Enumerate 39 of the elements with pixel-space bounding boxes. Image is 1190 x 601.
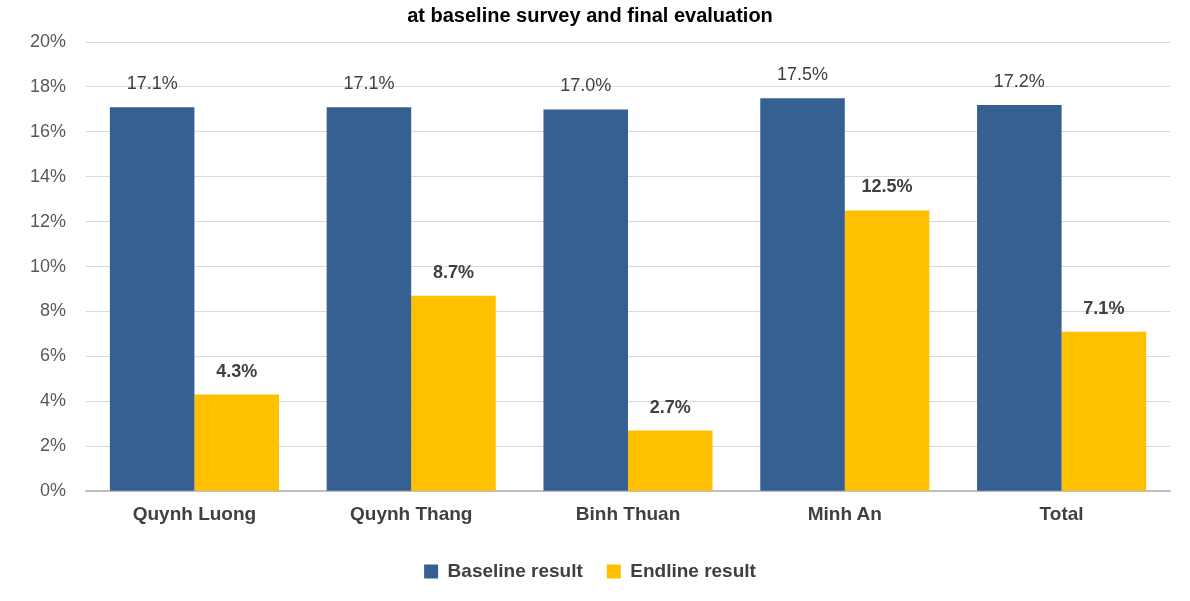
data-label: 2.7% [649, 396, 691, 417]
data-label: 12.5% [861, 176, 913, 197]
bar [326, 107, 412, 491]
data-label: 7.1% [1083, 297, 1125, 318]
chart-title: at baseline survey and final evaluation [407, 3, 773, 26]
bar [1061, 331, 1147, 491]
x-tick-label: Quynh Thang [350, 502, 473, 524]
y-tick-label: 12% [30, 210, 67, 231]
y-tick-label: 6% [40, 345, 67, 366]
x-tick-label: Minh An [807, 502, 882, 524]
x-tick-label: Binh Thuan [575, 502, 681, 524]
data-label: 17.5% [777, 64, 829, 85]
bar [977, 104, 1062, 491]
data-label: 17.0% [560, 75, 612, 96]
bar [628, 430, 713, 491]
y-tick-label: 14% [30, 165, 67, 186]
y-tick-label: 4% [40, 390, 67, 411]
y-tick-label: 18% [30, 75, 67, 96]
bar [109, 107, 195, 491]
y-tick-label: 8% [40, 300, 67, 321]
data-label: 17.1% [126, 73, 178, 94]
y-tick-label: 10% [30, 255, 67, 276]
data-label: 8.7% [432, 261, 475, 282]
bar [760, 98, 845, 491]
x-tick-label: Total [1039, 502, 1084, 524]
y-tick-label: 16% [30, 120, 67, 141]
legend-label: Endline result [630, 559, 757, 581]
data-label: 4.3% [216, 360, 258, 381]
bar [411, 295, 496, 491]
x-tick-label: Quynh Luong [132, 502, 257, 524]
y-tick-label: 20% [30, 30, 67, 51]
data-label: 17.1% [343, 73, 395, 94]
data-label: 17.2% [993, 70, 1045, 91]
bar [844, 210, 930, 491]
bar [543, 109, 629, 491]
bar [194, 394, 279, 491]
legend-label: Baseline result [447, 559, 584, 581]
y-tick-label: 0% [40, 480, 67, 501]
y-tick-label: 2% [40, 435, 67, 456]
